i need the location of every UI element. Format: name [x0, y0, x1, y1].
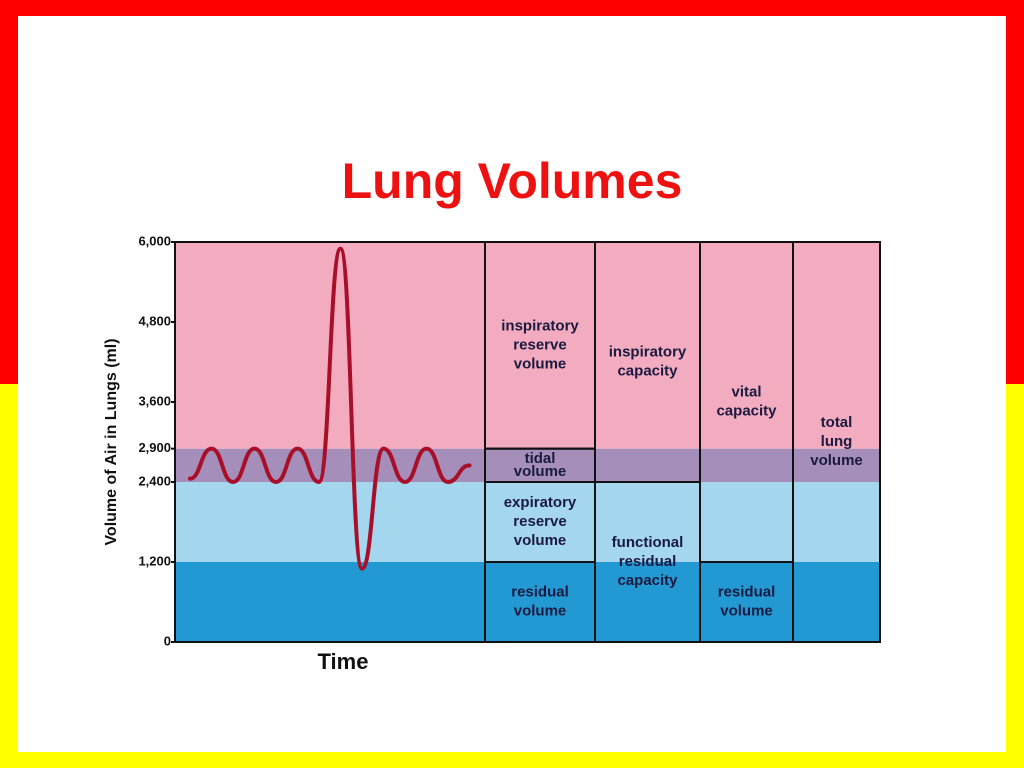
y-tick-label: 0	[164, 633, 171, 648]
y-axis-label: Volume of Air in Lungs (ml)	[103, 338, 120, 545]
segment-label: volume	[720, 602, 773, 619]
segment-label: capacity	[617, 362, 678, 379]
plot-frame	[174, 241, 881, 643]
slide-title: Lung Volumes	[342, 153, 683, 209]
segment-label: reserve	[513, 513, 566, 530]
breathing-trace	[188, 246, 472, 571]
chart: residualvolumeexpiratoryreservevolumetid…	[103, 233, 881, 674]
volume-band	[175, 562, 880, 642]
segment-label: lung	[821, 433, 853, 450]
y-tick-label: 2,400	[138, 473, 171, 488]
segment-label: vital	[731, 383, 761, 400]
segment-label: expiratory	[504, 494, 577, 511]
segment-label: reserve	[513, 336, 566, 353]
y-tick-label: 4,800	[138, 313, 171, 328]
segment-label: inspiratory	[501, 317, 579, 334]
segment-label: volume	[810, 452, 863, 469]
y-tick-label: 2,900	[138, 440, 171, 455]
segment-label: residual	[619, 553, 677, 570]
segment-label: capacity	[716, 402, 777, 419]
segment-label: capacity	[617, 572, 678, 589]
y-tick-label: 3,600	[138, 393, 171, 408]
segment-label: tidal	[525, 450, 556, 467]
segment-label: volume	[514, 463, 567, 480]
segment-label: residual	[511, 583, 569, 600]
volume-band	[175, 482, 880, 562]
segment-label: volume	[514, 532, 567, 549]
segment-label: residual	[718, 583, 776, 600]
segment-label: volume	[514, 602, 567, 619]
x-axis-label: Time	[318, 649, 369, 674]
volume-band	[175, 242, 880, 449]
y-tick-label: 1,200	[138, 553, 171, 568]
y-tick-label: 6,000	[138, 233, 171, 248]
segment-label: functional	[612, 534, 684, 551]
segment-label: inspiratory	[609, 343, 687, 360]
segment-label: volume	[514, 355, 567, 372]
segment-label: total	[821, 414, 853, 431]
